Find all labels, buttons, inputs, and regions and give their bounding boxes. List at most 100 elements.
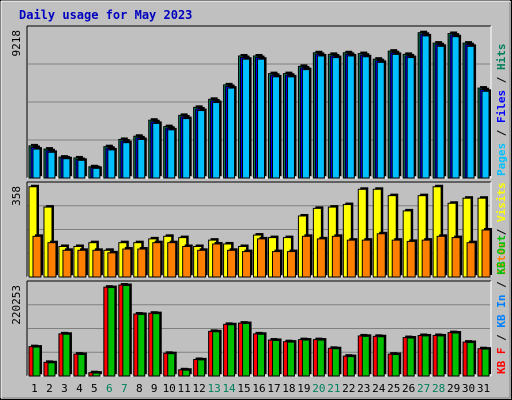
bar-visits-sites (346, 239, 356, 278)
legend-kbytes-part-1: / (495, 328, 508, 348)
day-label: 2 (46, 382, 53, 395)
day-label: 20 (312, 382, 325, 395)
day-label: 15 (237, 382, 250, 395)
bar-kbytes-kb-out (92, 372, 101, 377)
panel-kbytes-ymax-label: 220253 (10, 285, 23, 325)
bar-kbytes-kb-out (32, 346, 41, 377)
legend-hits-part-4: Hits (495, 44, 508, 71)
day-label: 4 (76, 382, 83, 395)
bar-kbytes-kb-out (77, 354, 86, 377)
bar-hits-pages (197, 110, 206, 179)
bar-kbytes-kb-out (421, 335, 430, 377)
bar-visits-sites (286, 251, 296, 278)
bar-visits-sites (466, 242, 476, 278)
legend-hits-part-0: Pages (495, 143, 508, 176)
bar-visits-sites (62, 249, 72, 278)
legend-hits-part-2: Files (495, 90, 508, 123)
day-label: 10 (163, 382, 176, 395)
bar-visits-sites (406, 240, 416, 278)
day-label: 26 (402, 382, 415, 395)
bar-hits-pages (47, 151, 56, 179)
bar-kbytes-kb-out (316, 339, 325, 377)
bar-hits-pages (212, 102, 221, 179)
day-label: 12 (193, 382, 206, 395)
bar-hits-pages (406, 57, 415, 179)
bar-visits-sites (152, 242, 162, 278)
bar-kbytes-kb-out (107, 287, 116, 377)
bar-hits-pages (301, 69, 310, 179)
bar-kbytes-kb-out (391, 354, 400, 377)
day-label: 16 (252, 382, 265, 395)
bar-visits-sites (421, 239, 431, 278)
legend-visits-part-1: / (495, 222, 508, 242)
bar-kbytes-kb-out (62, 333, 71, 377)
bar-hits-pages (346, 55, 355, 179)
bar-visits-sites (47, 242, 57, 278)
panel-kbytes-legend: KB F / KB In / KB Out (495, 235, 508, 374)
day-label: 28 (432, 382, 445, 395)
bar-kbytes-kb-out (137, 313, 146, 377)
day-label: 19 (297, 382, 310, 395)
bar-hits-pages (167, 129, 176, 179)
panel-visits-legend: Sites / Visits (495, 182, 508, 275)
bar-kbytes-kb-out (152, 313, 161, 377)
day-label: 23 (357, 382, 370, 395)
bar-hits-pages (376, 61, 385, 179)
bar-visits-sites (167, 242, 177, 278)
bar-kbytes-kb-out (257, 333, 266, 377)
legend-kbytes-part-4: KB Out (495, 235, 508, 275)
legend-hits-part-3: / (495, 70, 508, 90)
bar-visits-sites (436, 235, 446, 278)
bar-kbytes-kb-out (271, 339, 280, 377)
day-label: 31 (477, 382, 490, 395)
bar-visits-sites (122, 248, 132, 278)
day-label: 17 (267, 382, 280, 395)
bar-kbytes-kb-out (331, 348, 340, 377)
panel-hits-legend: Pages / Files / Hits (495, 44, 508, 177)
bar-hits-pages (137, 138, 146, 179)
bar-visits-sites (391, 239, 401, 278)
bar-hits-pages (152, 122, 161, 179)
day-label: 18 (282, 382, 295, 395)
day-label: 8 (136, 382, 143, 395)
bar-kbytes-kb-out (227, 324, 236, 377)
panel-kbytes: 220253 KB F / KB In / KB Out (10, 235, 508, 377)
bar-hits-pages (107, 149, 116, 179)
bar-visits-sites (376, 233, 386, 278)
legend-kbytes-part-2: KB In (495, 295, 508, 328)
panel-visits-ymax-label: 358 (10, 186, 23, 206)
bar-visits-sites (316, 238, 326, 278)
bar-hits-pages (62, 158, 71, 179)
bar-visits-sites (271, 251, 281, 278)
bar-kbytes-kb-out (451, 332, 460, 377)
panel-hits-ymax-label: 9218 (10, 30, 23, 57)
bar-kbytes-kb-out (361, 335, 370, 377)
bar-hits-pages (391, 53, 400, 179)
day-label: 30 (462, 382, 475, 395)
day-label: 11 (178, 382, 191, 395)
chart-title: Daily usage for May 2023 (19, 8, 192, 22)
bar-kbytes-kb-out (167, 353, 176, 377)
bar-kbytes-kb-out (346, 356, 355, 377)
bar-kbytes-kb-out (301, 339, 310, 377)
bar-hits-pages (316, 55, 325, 179)
day-label: 25 (387, 382, 400, 395)
bar-kbytes-kb-out (47, 362, 56, 377)
legend-kbytes-part-3: / (495, 275, 508, 295)
bar-hits-pages (122, 142, 131, 179)
bar-visits-sites (212, 243, 222, 278)
panel-visits: 358 Sites / Visits (10, 181, 508, 278)
day-label: 13 (207, 382, 220, 395)
day-label: 21 (327, 382, 340, 395)
bar-hits-pages (92, 167, 101, 179)
bar-kbytes-kb-out (122, 285, 131, 377)
bar-kbytes-kb-out (436, 335, 445, 377)
day-label: 1 (31, 382, 38, 395)
bar-visits-sites (361, 239, 371, 278)
bar-hits-pages (451, 36, 460, 179)
bar-visits-sites (481, 229, 491, 278)
bar-hits-pages (242, 58, 251, 179)
bar-visits-sites (182, 245, 192, 278)
bar-hits-pages (271, 76, 280, 179)
